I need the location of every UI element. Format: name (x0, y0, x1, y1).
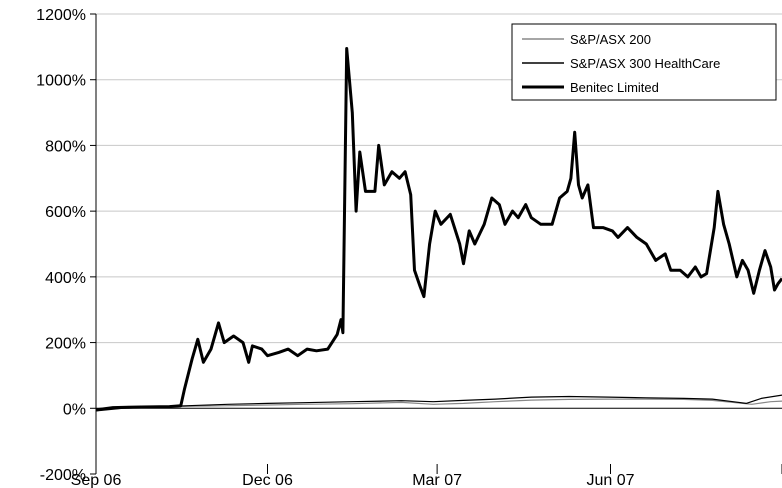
series-group (95, 47, 782, 412)
y-tick-label: 400% (45, 270, 86, 287)
y-tick-label: 1200% (36, 7, 86, 24)
x-tick-label: Jun 07 (586, 472, 634, 488)
legend: S&P/ASX 200 S&P/ASX 300 HealthCare Benitec… (511, 23, 777, 101)
series-line (95, 394, 782, 412)
series-line (95, 398, 782, 411)
x-tick-label: Sep 06 (71, 472, 122, 488)
y-tick-labels: -200% 0% 200% 400% 600% 800% 1000% 1200% (36, 7, 86, 484)
y-tick-label: 1000% (36, 73, 86, 90)
y-tick-label: 800% (45, 138, 86, 155)
y-tick-label: 200% (45, 336, 86, 353)
y-tick-label: 600% (45, 204, 86, 221)
x-tick-labels: Sep 06 Dec 06 Mar 07 Jun 07 (71, 472, 635, 488)
legend-label: S&P/ASX 300 HealthCare (570, 56, 720, 71)
series-line (95, 47, 782, 412)
y-tick-label: -200% (40, 467, 86, 484)
gridlines (96, 13, 782, 344)
x-tick-label: Mar 07 (412, 472, 462, 488)
legend-label: Benitec Limited (570, 80, 659, 95)
legend-label: S&P/ASX 200 (570, 32, 651, 47)
y-tick-label: 0% (63, 401, 86, 418)
axes (90, 13, 782, 475)
x-tick-label: Dec 06 (242, 472, 293, 488)
